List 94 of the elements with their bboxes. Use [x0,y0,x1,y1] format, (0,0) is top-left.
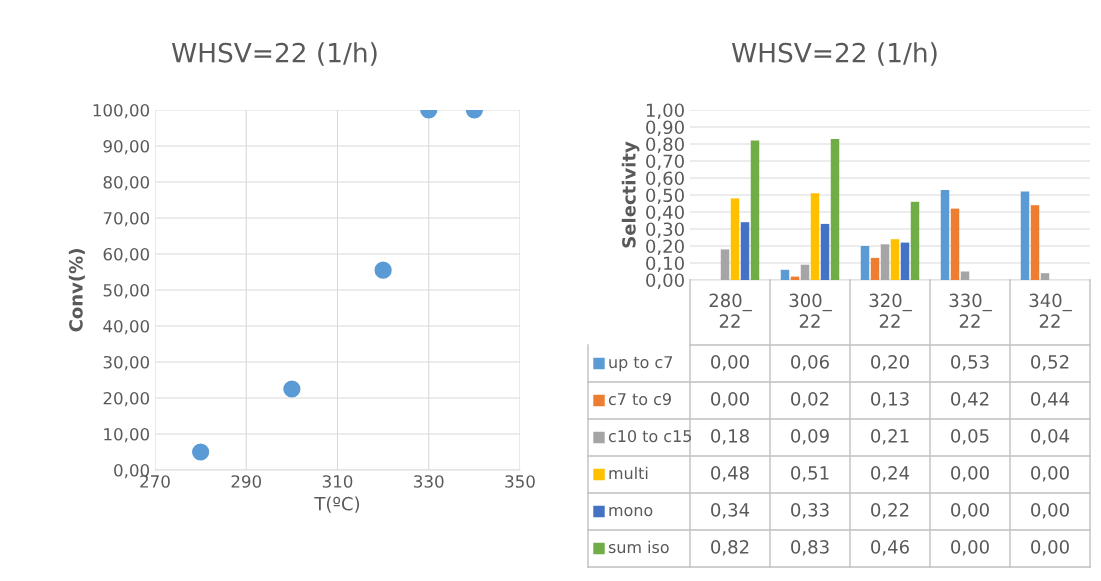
y-tick-label: 90,00 [103,139,150,155]
bar [1020,191,1030,280]
bar [810,193,820,280]
legend-label: c10 to c15 [608,430,692,443]
data-label: 0,00 [711,392,749,408]
bar [940,189,950,280]
y-tick-label: 0,60 [646,171,684,187]
data-label: 0,22 [871,503,909,519]
y-tick-label: 0,00 [646,273,684,289]
data-label: 0,05 [951,429,989,445]
data-label: 0,13 [871,392,909,408]
y-tick-label: 10,00 [104,427,150,443]
data-label: 0,53 [951,355,989,371]
data-label: 0,46 [871,540,909,556]
x-tick-label: 280_ 22 [709,293,752,328]
y-tick-label: 0,80 [646,137,684,153]
legend-label: sum iso [608,540,669,554]
point [283,380,301,398]
y-tick-label: 70,00 [103,211,150,227]
y-tick-label: 0,50 [646,188,684,204]
x-tick-label: 320_ 22 [869,293,912,328]
bar [1040,273,1050,280]
bar [720,249,730,280]
bar [870,257,880,280]
data-label: 0,06 [791,355,829,371]
y-tick-label: 0,90 [646,120,684,136]
data-label: 0,04 [1031,429,1070,445]
y-tick-label: 20,00 [103,391,150,407]
bar [730,198,740,280]
bar [740,222,750,280]
data-label: 0,24 [871,466,910,482]
y-tick-label: 40,00 [103,319,150,335]
y-tick-label: 0,40 [646,205,684,221]
data-label: 0,00 [1031,503,1069,519]
y-tick-label: 60,00 [103,247,150,263]
bar [800,264,810,280]
y-tick-label: 80,00 [103,175,150,191]
x-tick-label: 330_ 22 [949,293,992,328]
data-label: 0,52 [1031,355,1069,371]
y-axis-title: Conv(%) [68,249,85,332]
data-label: 0,09 [791,429,829,445]
chart-title: WHSV=22 (1/h) [171,42,377,66]
data-label: 0,00 [951,540,989,556]
bar [1030,205,1040,280]
data-label: 0,34 [711,503,750,519]
data-label: 0,44 [1031,392,1070,408]
data-label: 0,33 [791,503,829,519]
bar [960,271,970,280]
point [192,443,210,461]
data-label: 0,18 [711,429,749,445]
data-label: 0,20 [871,355,909,371]
data-label: 0,00 [1031,540,1069,556]
legend-label: up to c7 [609,356,673,372]
x-axis-title: T(ºC) [314,496,360,513]
bar [880,244,890,280]
x-tick-label: 330 [414,475,444,488]
y-tick-label: 50,00 [103,283,150,299]
bar [780,269,790,280]
bar [750,140,760,280]
data-label: 0,00 [1031,466,1069,482]
bar [830,138,840,280]
chart-title: WHSV=22 (1/h) [731,42,937,66]
data-label: 0,00 [951,503,989,519]
y-tick-label: 30,00 [103,355,150,371]
bar [900,242,910,280]
legend-label: c7 to c9 [608,393,671,406]
bar [890,239,900,280]
data-label: 0,82 [711,540,749,556]
y-tick-label: 0,20 [646,239,684,255]
data-label: 0,00 [711,355,749,371]
data-label: 0,00 [951,466,989,482]
x-tick-label: 290 [231,475,262,488]
y-tick-label: 0,70 [646,154,684,170]
data-label: 0,83 [791,540,829,556]
bar [910,201,920,280]
y-tick-label: 100,00 [93,103,150,119]
data-label: 0,42 [951,392,989,408]
x-tick-label: 350 [505,475,535,488]
bar [950,208,960,280]
y-axis-title: Selectivity [621,141,640,248]
x-tick-label: 340_ 22 [1029,293,1072,328]
y-tick-label: 0,30 [646,222,684,238]
legend-label: multi [609,466,648,480]
data-label: 0,48 [711,466,749,482]
y-tick-label: 1,00 [646,103,684,119]
x-tick-label: 300_ 22 [789,293,832,328]
data-label: 0,02 [791,392,829,408]
legend-label: mono [609,506,653,517]
data-label: 0,51 [791,466,829,482]
y-tick-label: 0,10 [646,256,684,272]
data-label: 0,21 [871,429,909,445]
x-tick-label: 310 [322,475,353,488]
bar [860,246,870,280]
bar [820,223,830,280]
